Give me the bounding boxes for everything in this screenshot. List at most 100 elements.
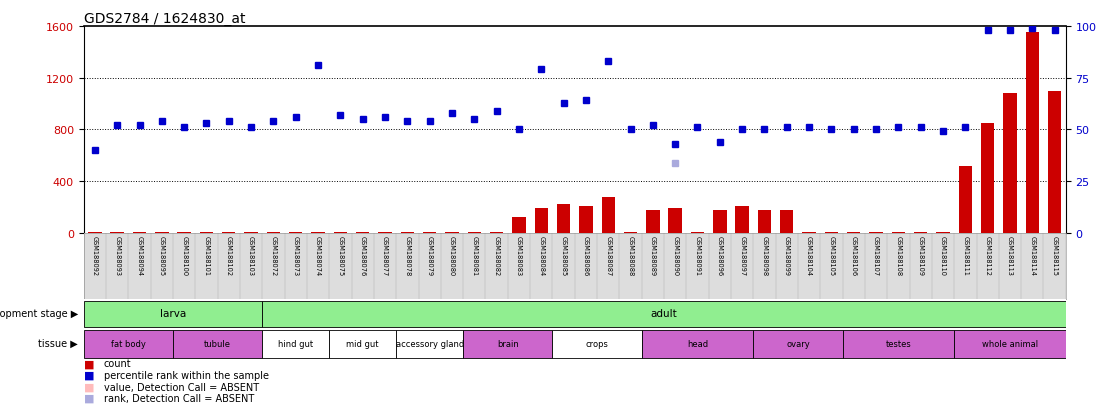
Bar [289,232,302,233]
Text: GSM188108: GSM188108 [895,235,902,275]
Text: GSM188080: GSM188080 [449,235,455,275]
Bar [401,232,414,233]
Text: larva: larva [160,309,186,318]
Bar [334,232,347,233]
Text: GSM188085: GSM188085 [560,235,567,275]
Bar [914,232,927,233]
Text: development stage ▶: development stage ▶ [0,309,78,318]
Text: adult: adult [651,309,677,318]
Text: GSM188086: GSM188086 [583,235,589,275]
Bar [84,301,262,327]
Bar [579,207,593,233]
Bar [490,232,503,233]
Bar [847,232,860,233]
Bar [959,166,972,233]
Text: GSM188074: GSM188074 [315,235,321,275]
Bar [222,232,235,233]
Text: GSM188109: GSM188109 [917,235,924,275]
Bar [311,232,325,233]
Bar [780,210,793,233]
Text: GSM188104: GSM188104 [806,235,812,275]
Text: GSM188083: GSM188083 [516,235,522,275]
Bar [133,232,146,233]
Bar [512,218,526,233]
Bar [110,232,124,233]
Text: GSM188112: GSM188112 [984,235,991,275]
Text: GSM188106: GSM188106 [850,235,857,275]
Bar [735,207,749,233]
Text: GSM188114: GSM188114 [1029,235,1036,275]
Text: head: head [687,339,708,348]
Text: percentile rank within the sample: percentile rank within the sample [104,370,269,380]
Bar [691,232,704,233]
Text: GSM188072: GSM188072 [270,235,277,275]
Text: GSM188076: GSM188076 [359,235,366,275]
Bar [981,123,994,233]
Text: GSM188113: GSM188113 [1007,235,1013,275]
Text: GSM188093: GSM188093 [114,235,121,275]
Text: GSM188089: GSM188089 [650,235,656,275]
Text: GDS2784 / 1624830_at: GDS2784 / 1624830_at [84,12,246,26]
Bar [1003,94,1017,233]
Bar [825,232,838,233]
Text: whole animal: whole animal [982,339,1038,348]
Bar [753,330,843,358]
Text: GSM188077: GSM188077 [382,235,388,275]
Bar [267,232,280,233]
Text: GSM188088: GSM188088 [627,235,634,275]
Bar [378,232,392,233]
Bar [802,232,816,233]
Bar [936,232,950,233]
Text: tissue ▶: tissue ▶ [38,338,78,348]
Bar [468,232,481,233]
Text: GSM188107: GSM188107 [873,235,879,275]
Bar [954,330,1066,358]
Bar [1048,91,1061,233]
Bar [535,208,548,233]
Bar [758,211,771,233]
Text: GSM188095: GSM188095 [158,235,165,275]
Text: GSM188099: GSM188099 [783,235,790,275]
Text: accessory gland: accessory gland [395,339,464,348]
Bar [869,232,883,233]
Text: GSM188091: GSM188091 [694,235,701,275]
Text: GSM188090: GSM188090 [672,235,679,275]
Text: GSM188110: GSM188110 [940,235,946,275]
Text: GSM188098: GSM188098 [761,235,768,275]
Bar [155,232,169,233]
Text: GSM188078: GSM188078 [404,235,411,275]
Bar [463,330,552,358]
Bar [84,330,173,358]
Text: mid gut: mid gut [346,339,379,348]
Text: ■: ■ [84,382,94,392]
Bar [177,232,191,233]
Text: ■: ■ [84,358,94,368]
Text: brain: brain [497,339,519,348]
Bar [329,330,396,358]
Text: ■: ■ [84,370,94,380]
Text: ■: ■ [84,393,94,403]
Bar [624,232,637,233]
Text: GSM188096: GSM188096 [716,235,723,275]
Bar [557,205,570,233]
Bar [552,330,642,358]
Text: testes: testes [885,339,912,348]
Text: GSM188102: GSM188102 [225,235,232,275]
Bar [892,232,905,233]
Bar [262,301,1066,327]
Text: GSM188115: GSM188115 [1051,235,1058,275]
Bar [88,232,102,233]
Bar [713,211,727,233]
Bar [262,330,329,358]
Text: GSM188100: GSM188100 [181,235,187,275]
Text: GSM188082: GSM188082 [493,235,500,275]
Text: GSM188075: GSM188075 [337,235,344,275]
Text: value, Detection Call = ABSENT: value, Detection Call = ABSENT [104,382,259,392]
Text: GSM188103: GSM188103 [248,235,254,275]
Text: hind gut: hind gut [278,339,314,348]
Bar [843,330,954,358]
Bar [173,330,262,358]
Bar [423,232,436,233]
Text: GSM188087: GSM188087 [605,235,612,275]
Text: count: count [104,358,132,368]
